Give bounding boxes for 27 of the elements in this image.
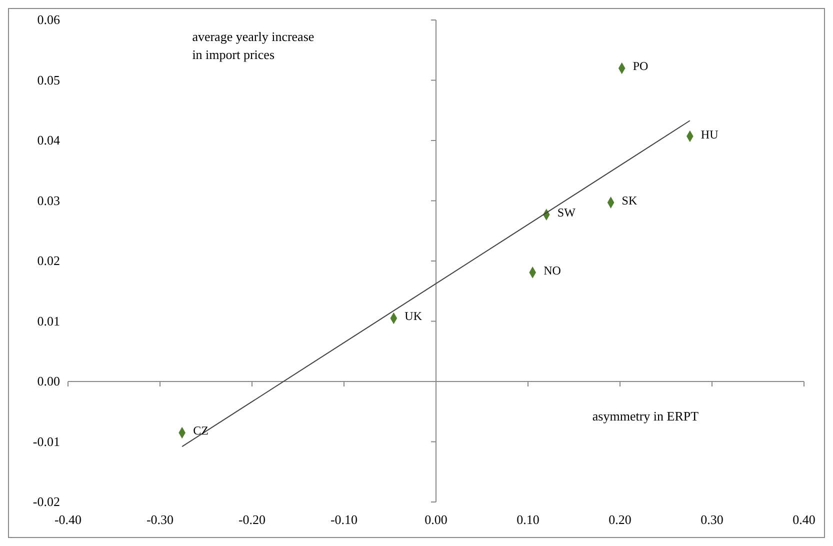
x-axis-title: asymmetry in ERPT [592, 408, 699, 424]
y-tick-label: 0.04 [37, 132, 60, 148]
x-tick-label: -0.40 [54, 512, 82, 527]
x-tick-label: -0.30 [146, 512, 174, 527]
annotation: SW [557, 206, 576, 220]
y-tick-label: 0.06 [37, 12, 60, 27]
y-tick-label: 0.03 [37, 192, 60, 208]
annotation: CZ [193, 424, 208, 438]
x-tick-label: 0.30 [700, 512, 724, 527]
annotation: PO [632, 59, 649, 74]
x-tick-label: 0.10 [516, 512, 540, 527]
x-tick-label: -0.10 [330, 512, 358, 527]
x-tick-label: 0.40 [792, 512, 816, 527]
y-axis-title: average yearly increase in import prices [192, 29, 314, 62]
y-tick-label: 0.02 [37, 253, 60, 268]
annotation: HU [700, 127, 719, 142]
annotation: UK [404, 309, 422, 324]
y-tick-label: -0.02 [32, 494, 60, 509]
annotation: NO [544, 263, 562, 278]
y-tick-label: 0.01 [37, 313, 60, 328]
annotation: SK [622, 194, 638, 208]
y-tick-label: 0.00 [37, 374, 60, 388]
x-tick-label: 0.20 [608, 512, 632, 527]
x-tick-label: -0.20 [238, 512, 266, 527]
y-tick-label: -0.01 [32, 434, 60, 449]
x-tick-label: 0.00 [424, 512, 448, 527]
y-tick-label: 0.05 [37, 72, 60, 88]
